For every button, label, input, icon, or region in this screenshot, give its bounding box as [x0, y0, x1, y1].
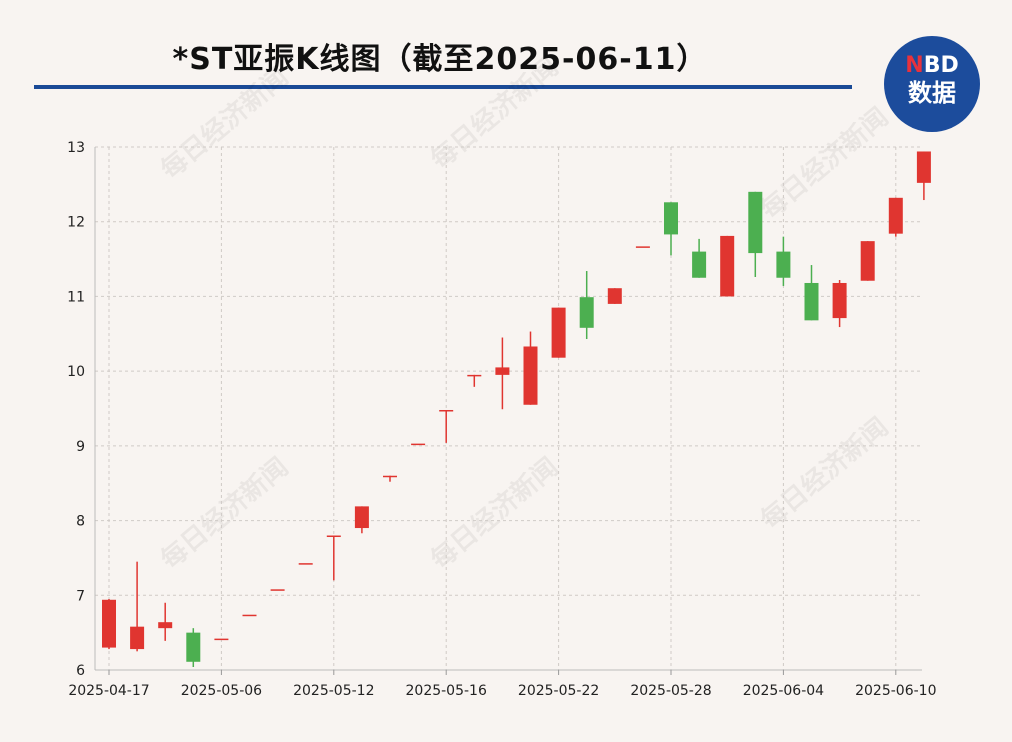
candle-body	[860, 241, 875, 281]
candle	[130, 561, 145, 652]
candle-body	[720, 235, 735, 297]
gridlines	[95, 146, 922, 670]
candle-body	[495, 367, 510, 375]
candle-body	[158, 622, 173, 629]
candle	[804, 265, 819, 321]
candle	[776, 236, 791, 286]
candle-body	[411, 443, 426, 446]
x-tick-label: 2025-05-12	[293, 683, 374, 699]
chart-title: *ST亚振K线图（截至2025-06-11）	[172, 42, 708, 77]
candle-body	[776, 251, 791, 278]
candle	[158, 602, 173, 641]
candle-body	[579, 297, 594, 328]
candle-body	[242, 614, 257, 617]
candle-body	[186, 632, 201, 662]
x-tick-label: 2025-05-06	[181, 683, 262, 699]
candle-body	[916, 151, 931, 183]
candle-body	[467, 374, 482, 377]
candle-body	[383, 475, 397, 478]
candle	[635, 246, 650, 248]
y-tick-label: 8	[76, 514, 85, 530]
y-tick-label: 12	[67, 215, 85, 231]
title-underline	[34, 85, 852, 89]
candle-body	[551, 307, 566, 358]
candle	[439, 409, 454, 443]
y-tick-label: 13	[67, 140, 85, 156]
candle	[607, 288, 622, 304]
x-tick-label: 2025-06-10	[855, 683, 936, 699]
candle	[523, 331, 538, 405]
candle-body	[748, 191, 763, 254]
candle	[467, 374, 482, 387]
watermark-text: 每日经济新闻	[755, 411, 894, 535]
candle-body	[523, 346, 538, 405]
candle	[860, 241, 875, 281]
candle-body	[298, 563, 313, 565]
candle	[298, 563, 313, 565]
candle-body	[326, 535, 341, 538]
candle-body	[832, 282, 847, 319]
nbd-data-logo: NBD 数据	[884, 36, 980, 132]
candle	[326, 535, 341, 581]
candle-body	[270, 589, 285, 591]
candle-body	[439, 409, 454, 412]
candle-body	[635, 246, 650, 248]
candle-body	[102, 599, 116, 648]
candle-body	[804, 282, 819, 321]
candle	[102, 599, 116, 650]
candle	[383, 475, 397, 482]
x-tick-label: 2025-05-28	[630, 683, 711, 699]
candle	[354, 506, 369, 534]
watermark-text: 每日经济新闻	[425, 51, 564, 175]
y-tick-label: 10	[67, 364, 85, 380]
candle	[214, 638, 229, 641]
candle	[692, 238, 707, 278]
candle-body	[888, 197, 903, 234]
x-tick-label: 2025-06-04	[743, 683, 824, 699]
candle	[916, 151, 931, 201]
candle	[720, 235, 735, 297]
candle-body	[214, 638, 229, 641]
axes: 6 7 8 9 10 11 12 13 2025-04-17 2025-05-06 2025-05-…	[67, 140, 936, 699]
candle	[888, 197, 903, 237]
candles	[102, 151, 931, 668]
y-tick-label: 11	[67, 289, 85, 305]
candle	[748, 191, 763, 278]
candle	[270, 589, 285, 591]
candle	[495, 337, 510, 410]
candle	[579, 271, 594, 340]
y-tick-label: 7	[76, 588, 85, 604]
candle	[832, 279, 847, 328]
y-tick-label: 6	[76, 663, 85, 679]
candle	[186, 628, 201, 668]
x-tick-label: 2025-05-16	[406, 683, 487, 699]
x-tick-label: 2025-05-22	[518, 683, 599, 699]
candle	[551, 307, 566, 358]
candle-body	[130, 626, 145, 650]
candle-body	[354, 506, 369, 529]
candle-body	[692, 251, 707, 278]
y-tick-label: 9	[76, 439, 85, 455]
candle-body	[664, 202, 678, 235]
watermark-text: 每日经济新闻	[155, 451, 294, 575]
watermark-text: 每日经济新闻	[755, 101, 894, 225]
x-tick-label: 2025-04-17	[68, 683, 149, 699]
candle	[242, 614, 257, 617]
candle	[411, 443, 426, 446]
candle	[664, 202, 678, 256]
watermark-text: 每日经济新闻	[155, 61, 294, 185]
candle-body	[607, 288, 622, 304]
